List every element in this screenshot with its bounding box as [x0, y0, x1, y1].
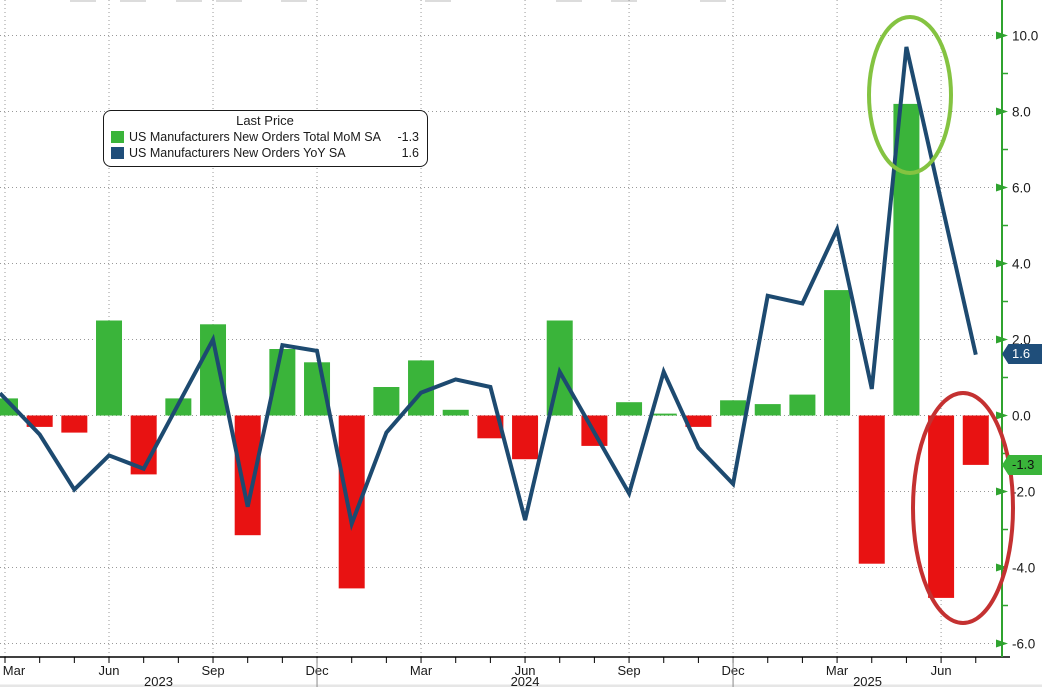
mom-bar-apr-2023	[26, 415, 53, 427]
mom-bar-jun-2023	[96, 320, 123, 416]
y-tick-label: 8.0	[1012, 105, 1031, 120]
mom-bars	[0, 103, 989, 598]
yoy-last-price-badge: 1.6	[1002, 344, 1042, 364]
mom-bar-may-2025	[893, 103, 920, 416]
v-gridlines	[4, 0, 942, 657]
x-tick-label: Jun	[99, 663, 120, 678]
y-tick-label: 2.0	[1012, 333, 1031, 348]
y-tick-label: -6.0	[1012, 637, 1035, 652]
red-circle-annotation	[911, 391, 1015, 625]
x-tick-label: Mar	[3, 663, 26, 678]
x-tick-label: Jun	[931, 663, 952, 678]
y-tick-label: -4.0	[1012, 561, 1035, 576]
legend[interactable]: Last Price US Manufacturers New Orders T…	[103, 110, 428, 167]
x-tick-label: Sep	[201, 663, 224, 678]
mom-series-swatch	[111, 131, 124, 143]
mom-bar-jul-2025	[962, 415, 989, 465]
yoy-series-label: US Manufacturers New Orders YoY SA	[129, 146, 346, 160]
x-tick-label: Mar	[826, 663, 849, 678]
mom-bar-sep-2024	[616, 402, 643, 416]
y-tick-label: -2.0	[1012, 485, 1035, 500]
legend-row-yoy: US Manufacturers New Orders YoY SA 1.6	[111, 145, 419, 161]
mom-series-last-price: -1.3	[397, 130, 419, 144]
mom-bar-nov-2024	[685, 415, 712, 427]
mom-bar-jan-2025	[754, 404, 781, 416]
mom-series-label: US Manufacturers New Orders Total MoM SA	[129, 130, 381, 144]
mom-bar-may-2024	[477, 415, 504, 439]
y-tick-label: 4.0	[1012, 257, 1031, 272]
year-label-2023: 2023	[144, 674, 173, 687]
mom-bar-dec-2024	[720, 400, 747, 416]
legend-title: Last Price	[236, 113, 294, 128]
mom-bar-feb-2024	[373, 387, 400, 416]
yoy-line	[0, 46, 978, 531]
mom-bar-mar-2023	[0, 398, 18, 416]
x-tick-label: Mar	[410, 663, 433, 678]
mom-bar-oct-2023	[234, 415, 261, 536]
mom-bar-jun-2025	[928, 415, 955, 598]
y-tick-label: 6.0	[1012, 181, 1031, 196]
x-tick-label: Sep	[617, 663, 640, 678]
mom-bar-mar-2025	[824, 290, 851, 416]
y-axis: 10.0 8.0 6.0 4.0 2.0 0.0 -2.0 -4.0 -6.0	[996, 0, 1038, 657]
mom-bar-may-2023	[61, 415, 88, 433]
mom-bar-jun-2024	[512, 415, 539, 460]
yoy-series-swatch	[111, 147, 124, 159]
mom-bar-oct-2024	[650, 413, 677, 416]
legend-row-mom: US Manufacturers New Orders Total MoM SA…	[111, 129, 419, 145]
year-label-2025: 2025	[853, 674, 882, 687]
mom-bar-feb-2025	[789, 394, 816, 416]
yoy-series-last-price: 1.6	[401, 146, 419, 160]
mom-bar-apr-2025	[858, 415, 885, 564]
x-tick-label: Jun	[515, 663, 536, 678]
mom-bar-apr-2024	[442, 409, 469, 416]
year-label-2024: 2024	[511, 674, 540, 687]
green-circle-annotation	[867, 15, 953, 175]
y-tick-label: 0.0	[1012, 409, 1031, 424]
y-tick-label: 10.0	[1012, 29, 1038, 44]
mom-last-price-badge: -1.3	[1002, 455, 1042, 475]
